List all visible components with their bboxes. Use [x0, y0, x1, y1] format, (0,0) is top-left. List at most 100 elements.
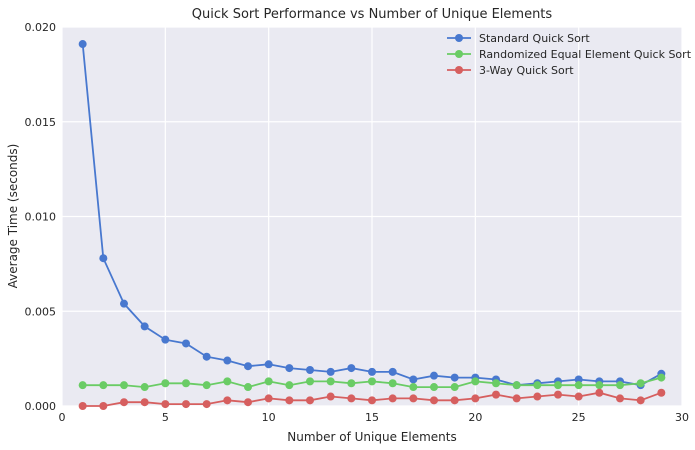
- data-point: [140, 383, 149, 392]
- data-point: [347, 394, 356, 403]
- chart-title: Quick Sort Performance vs Number of Uniq…: [192, 7, 553, 22]
- x-axis-label: Number of Unique Elements: [287, 430, 456, 444]
- data-point: [471, 377, 480, 386]
- data-point: [636, 396, 645, 405]
- data-point: [347, 364, 356, 373]
- tick-labels: 0 5 10 15 20 25 30 0.000 0.005 0.010 0.015 0.020: [25, 21, 690, 424]
- data-point: [326, 392, 335, 401]
- y-tick-label: 0.010: [25, 211, 57, 224]
- legend-marker: [455, 66, 463, 74]
- data-point: [120, 381, 128, 390]
- y-tick-label: 0.015: [25, 116, 57, 129]
- data-point: [99, 381, 108, 390]
- data-point: [636, 379, 645, 388]
- legend-item: Standard Quick Sort: [447, 32, 590, 45]
- data-point: [326, 367, 335, 376]
- data-point: [99, 402, 108, 410]
- data-point: [78, 381, 87, 390]
- data-point: [450, 373, 459, 382]
- x-tick-label: 30: [675, 411, 689, 424]
- data-point: [471, 394, 480, 403]
- data-point: [78, 402, 87, 410]
- series-3: [78, 388, 666, 410]
- data-point: [409, 394, 418, 403]
- data-point: [430, 383, 438, 392]
- data-point: [202, 352, 211, 361]
- x-tick-label: 25: [572, 411, 586, 424]
- data-point: [388, 379, 397, 388]
- data-point: [161, 335, 170, 344]
- data-point: [306, 365, 314, 374]
- x-tick-label: 5: [162, 411, 169, 424]
- legend-marker: [455, 50, 463, 58]
- data-point: [388, 394, 397, 403]
- data-point: [512, 394, 521, 403]
- data-point: [450, 383, 459, 392]
- data-point: [595, 388, 604, 397]
- data-point: [161, 379, 170, 388]
- data-point: [616, 394, 624, 403]
- legend-label: Randomized Equal Element Quick Sort: [479, 48, 692, 61]
- legend: Standard Quick Sort Randomized Equal Elem…: [447, 32, 692, 77]
- legend-marker: [455, 34, 463, 42]
- series-2: [78, 373, 666, 392]
- data-point: [182, 400, 190, 409]
- legend-item: Randomized Equal Element Quick Sort: [447, 48, 692, 61]
- data-point: [574, 392, 583, 401]
- y-tick-label: 0.020: [25, 21, 57, 34]
- data-point: [182, 379, 190, 388]
- y-axis-label: Average Time (seconds): [6, 144, 20, 289]
- data-point: [388, 367, 397, 376]
- data-point: [306, 396, 314, 405]
- data-point: [430, 396, 438, 405]
- data-point: [202, 400, 211, 409]
- data-point: [223, 396, 232, 405]
- data-point: [533, 381, 542, 390]
- data-point: [430, 371, 438, 380]
- data-point: [574, 381, 583, 390]
- data-point: [120, 299, 128, 308]
- data-point: [78, 40, 87, 49]
- data-point: [554, 381, 562, 390]
- data-point: [223, 377, 232, 386]
- data-point: [409, 383, 418, 392]
- data-point: [264, 377, 273, 386]
- x-tick-label: 0: [59, 411, 66, 424]
- data-point: [244, 383, 252, 392]
- data-point: [99, 254, 108, 263]
- data-point: [595, 381, 604, 390]
- data-point: [244, 362, 252, 371]
- data-point: [244, 398, 252, 407]
- data-point: [306, 377, 314, 386]
- y-tick-label: 0.005: [25, 305, 57, 318]
- series-layer: [78, 40, 666, 410]
- data-point: [492, 379, 500, 388]
- legend-label: 3-Way Quick Sort: [479, 64, 574, 77]
- data-point: [554, 390, 562, 399]
- data-point: [285, 381, 294, 390]
- legend-item: 3-Way Quick Sort: [447, 64, 574, 77]
- y-tick-label: 0.000: [25, 400, 57, 413]
- data-point: [574, 375, 583, 384]
- data-point: [140, 322, 149, 331]
- x-tick-label: 10: [262, 411, 276, 424]
- data-point: [347, 379, 356, 388]
- x-tick-label: 20: [468, 411, 482, 424]
- data-point: [161, 400, 170, 409]
- data-point: [223, 356, 232, 365]
- data-point: [120, 398, 128, 407]
- data-point: [202, 381, 211, 390]
- data-point: [326, 377, 335, 386]
- data-point: [512, 381, 521, 390]
- data-point: [368, 396, 376, 405]
- data-point: [657, 373, 666, 382]
- data-point: [533, 392, 542, 401]
- data-point: [182, 339, 190, 348]
- data-point: [409, 375, 418, 384]
- data-point: [368, 367, 376, 376]
- data-point: [285, 364, 294, 373]
- data-point: [368, 377, 376, 386]
- data-point: [657, 388, 666, 397]
- legend-label: Standard Quick Sort: [479, 32, 590, 45]
